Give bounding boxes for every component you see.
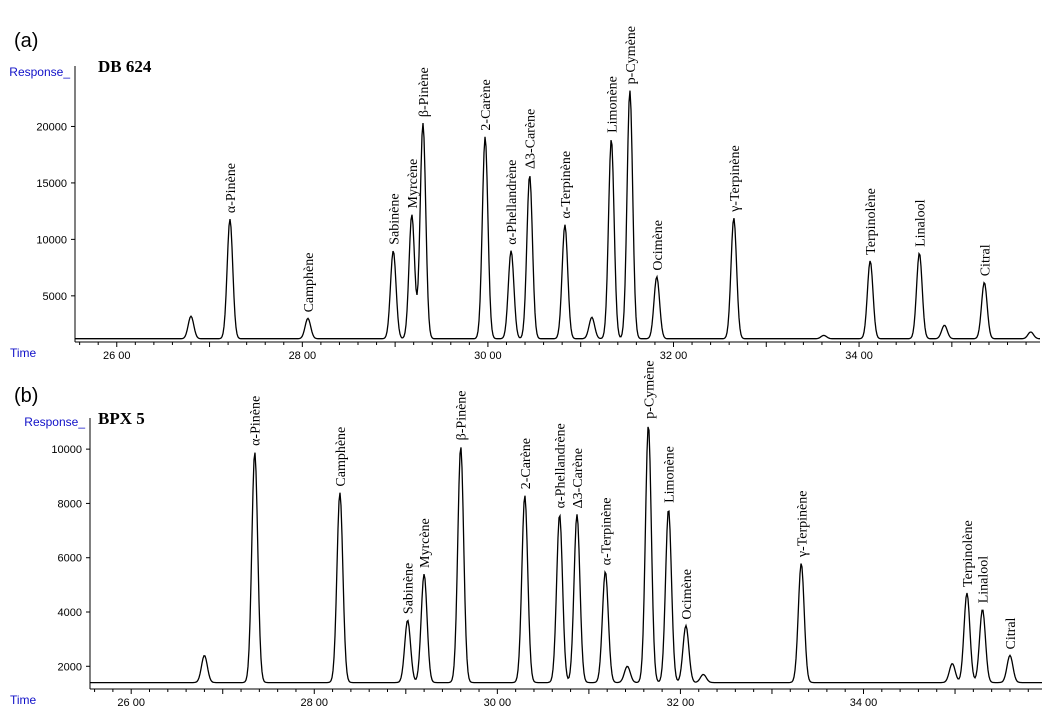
x-tick-label-b: 32 00	[667, 697, 695, 709]
y-tick-label-a: 15000	[36, 178, 67, 190]
peak-label-b: Ocimène	[680, 569, 695, 620]
peak-label-a: Citral	[978, 244, 993, 276]
x-tick-label-b: 28 00	[301, 697, 329, 709]
column-name-a: DB 624	[98, 57, 152, 76]
peak-label-b: α-Terpinène	[599, 498, 614, 566]
x-axis-title-a: Time	[10, 346, 37, 360]
peak-label-b: Camphène	[334, 427, 349, 487]
peak-label-a: Sabinène	[387, 193, 402, 244]
y-tick-label-b: 10000	[51, 444, 82, 456]
peak-label-a: α-Pinène	[224, 163, 239, 213]
y-axis-title-b: Response_	[24, 415, 85, 429]
peak-label-b: Limonène	[662, 446, 677, 503]
y-tick-label-a: 5000	[43, 291, 67, 303]
peak-label-b: Citral	[1004, 617, 1019, 649]
x-tick-label-a: 34 00	[845, 350, 873, 362]
x-tick-label-a: 32 00	[660, 350, 688, 362]
panel-letter-b: (b)	[14, 385, 39, 407]
x-tick-label-b: 34 00	[850, 697, 878, 709]
peak-label-a: γ-Terpinène	[728, 145, 743, 213]
peak-label-b: γ-Terpinène	[795, 491, 810, 559]
chromatogram-trace-b	[90, 426, 1042, 684]
x-tick-label-a: 28 00	[289, 350, 317, 362]
y-tick-label-b: 6000	[58, 553, 82, 565]
peak-label-a: Linalool	[913, 199, 928, 247]
peak-label-b: Linalool	[976, 556, 991, 604]
peak-label-a: Limonène	[605, 76, 620, 133]
peak-label-a: Ocimène	[651, 220, 666, 271]
peak-label-b: Myrcène	[418, 518, 433, 568]
peak-label-a: α-Phellandrène	[505, 160, 520, 245]
peak-label-b: α-Pinène	[249, 396, 264, 446]
peak-label-b: 2-Carène	[519, 438, 534, 489]
x-axis-title-b: Time	[10, 693, 37, 707]
column-name-b: BPX 5	[98, 409, 145, 428]
y-tick-label-a: 20000	[36, 121, 67, 133]
peak-label-a: Myrcène	[406, 159, 421, 209]
peak-label-b: Terpinolène	[961, 520, 976, 587]
peak-label-a: α-Terpinène	[559, 151, 574, 219]
peak-label-a: Camphène	[302, 253, 317, 313]
peak-label-b: Δ3-Carène	[571, 448, 586, 508]
y-tick-label-b: 2000	[58, 661, 82, 673]
peak-label-a: β-Pinène	[417, 67, 432, 117]
chromatogram-trace-a	[75, 90, 1040, 340]
peak-label-a: Δ3-Carène	[524, 109, 539, 169]
peak-label-a: Terpinolène	[864, 188, 879, 255]
x-tick-label-b: 26 00	[117, 697, 145, 709]
peak-label-b: p-Cymène	[642, 360, 657, 418]
peak-label-a: 2-Carène	[479, 79, 494, 130]
peak-label-b: β-Pinène	[455, 390, 470, 440]
peak-label-b: Sabinène	[402, 563, 417, 614]
peak-label-a: p-Cymène	[624, 26, 639, 84]
y-axis-title-a: Response_	[9, 65, 70, 79]
y-tick-label-b: 4000	[58, 607, 82, 619]
y-tick-label-a: 10000	[36, 234, 67, 246]
peak-label-b: α-Phellandrène	[554, 423, 569, 508]
x-tick-label-a: 26 00	[103, 350, 131, 362]
x-tick-label-b: 30 00	[484, 697, 512, 709]
y-tick-label-b: 8000	[58, 498, 82, 510]
panel-letter-a: (a)	[14, 30, 39, 52]
x-tick-label-a: 30 00	[474, 350, 502, 362]
